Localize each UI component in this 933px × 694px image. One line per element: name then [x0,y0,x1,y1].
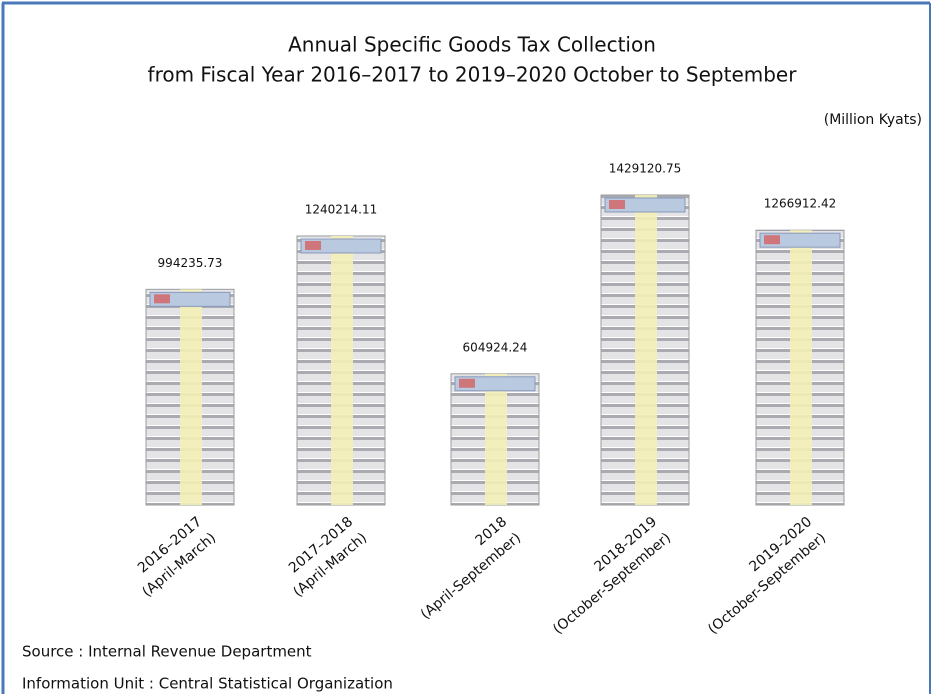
note-mark [764,235,780,245]
value-label: 1266912.42 [764,197,837,211]
value-label: 1429120.75 [609,162,682,176]
note-mark [609,200,625,209]
value-label: 1240214.11 [305,202,378,216]
info: Information Unit : Central Statistical O… [22,675,393,693]
money-band [180,289,202,505]
money-band [485,373,507,505]
money-band [331,235,353,505]
chart-title: Annual Specific Goods Tax Collection [288,33,656,57]
note-mark [459,378,475,388]
chart-subtitle: from Fiscal Year 2016–2017 to 2019–2020 … [148,63,798,87]
money-band [635,195,657,505]
value-label: 994235.73 [158,256,223,270]
value-label: 604924.24 [463,340,528,354]
note-mark [305,240,321,250]
note-mark [154,294,170,304]
money-band [790,230,812,506]
unit-label: (Million Kyats) [824,112,922,128]
source: Source : Internal Revenue Department [22,643,312,661]
